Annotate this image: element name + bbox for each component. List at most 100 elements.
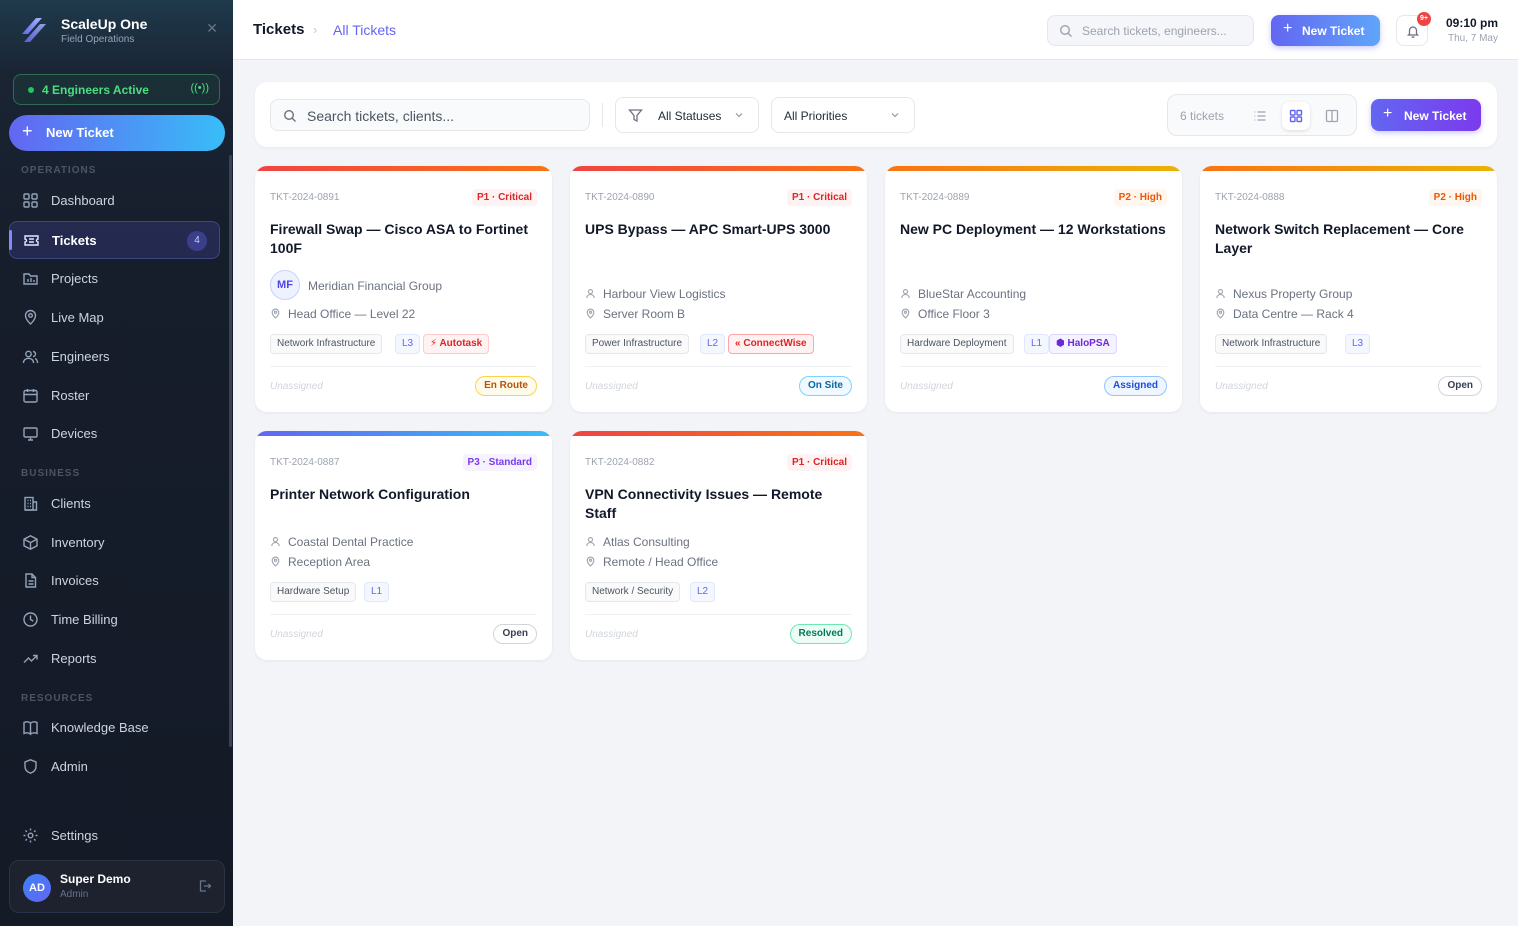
sidebar-item-live-map[interactable]: Live Map — [9, 299, 220, 337]
breadcrumb-current[interactable]: All Tickets — [333, 22, 397, 38]
ticket-location: Head Office — Level 22 — [288, 307, 416, 321]
logout-icon[interactable] — [198, 879, 212, 893]
psa-label: HaloPSA — [1067, 338, 1110, 349]
user-profile-card[interactable]: AD Super Demo Admin — [9, 860, 225, 913]
sidebar-item-label: Roster — [51, 388, 90, 403]
filter-icon — [628, 109, 643, 123]
global-search-input[interactable] — [1082, 22, 1247, 40]
filter-new-ticket-button[interactable]: + New Ticket — [1371, 99, 1481, 131]
user-role: Admin — [60, 889, 89, 900]
split-view-button[interactable] — [1318, 102, 1346, 130]
assignee: Unassigned — [585, 629, 638, 640]
sidebar-item-roster[interactable]: Roster — [9, 377, 220, 415]
brand[interactable]: ScaleUp One Field Operations ✕ — [18, 14, 218, 48]
sidebar-new-ticket-button[interactable]: + New Ticket — [9, 115, 225, 151]
sidebar-item-invoices[interactable]: Invoices — [9, 562, 220, 600]
sidebar-item-settings[interactable]: Settings — [9, 817, 220, 855]
sidebar-item-admin[interactable]: Admin — [9, 748, 220, 786]
psa-tag-autotask: ⚡ Autotask — [423, 334, 490, 354]
priority-badge: P2 · High — [1113, 189, 1167, 206]
ticket-id: TKT-2024-0888 — [1215, 192, 1285, 203]
header-new-ticket-button[interactable]: + New Ticket — [1271, 15, 1380, 46]
view-toggle-group: 6 tickets — [1167, 94, 1357, 136]
psa-label: Autotask — [439, 338, 483, 349]
sidebar-item-projects[interactable]: Projects — [9, 260, 220, 298]
ticket-location: Data Centre — Rack 4 — [1233, 307, 1354, 321]
sidebar-item-inventory[interactable]: Inventory — [9, 524, 220, 562]
hexagon-icon: ⬢ — [1056, 338, 1068, 349]
ticket-card[interactable]: TKT-2024-0888 P2 · High Network Switch R… — [1200, 166, 1497, 412]
sidebar-item-dashboard[interactable]: Dashboard — [9, 182, 220, 220]
sidebar-item-devices[interactable]: Devices — [9, 415, 220, 453]
sidebar-item-knowledge-base[interactable]: Knowledge Base — [9, 709, 220, 747]
divider — [1215, 366, 1482, 367]
breadcrumb-root[interactable]: Tickets — [253, 21, 305, 38]
plus-icon: + — [1383, 105, 1393, 122]
sidebar-item-label: Live Map — [51, 310, 104, 325]
sidebar-item-label: Settings — [51, 828, 98, 843]
ticket-card[interactable]: TKT-2024-0891 P1 · Critical Firewall Swa… — [255, 166, 552, 412]
sidebar-item-label: Engineers — [51, 349, 110, 364]
sidebar-item-label: Projects — [51, 271, 98, 286]
status-badge: En Route — [475, 376, 537, 396]
client-name: Harbour View Logistics — [603, 287, 726, 301]
ticket-title: VPN Connectivity Issues — Remote Staff — [585, 486, 823, 521]
category-tag: Network Infrastructure — [1215, 334, 1328, 354]
global-search[interactable] — [1047, 15, 1254, 46]
ticket-card[interactable]: TKT-2024-0887 P3 · Standard Printer Netw… — [255, 431, 552, 660]
status-badge: Assigned — [1103, 376, 1167, 396]
sidebar-item-clients[interactable]: Clients — [9, 485, 220, 523]
psa-tag-connectwise: « ConnectWise — [728, 334, 814, 354]
chevron-right-icon: › — [313, 22, 318, 37]
sidebar-item-label: Admin — [51, 759, 88, 774]
engineers-active-indicator[interactable]: 4 Engineers Active ((•)) — [13, 74, 220, 105]
ticket-title: New PC Deployment — 12 Workstations — [900, 221, 1166, 237]
ticket-card[interactable]: TKT-2024-0890 P1 · Critical UPS Bypass —… — [570, 166, 867, 412]
sidebar-item-tickets[interactable]: Tickets 4 — [9, 221, 220, 259]
status-filter-label: All Statuses — [658, 109, 722, 123]
sidebar-item-reports[interactable]: Reports — [9, 640, 220, 678]
ticket-location: Remote / Head Office — [603, 555, 719, 569]
user-icon — [586, 537, 595, 547]
status-filter-select[interactable]: All Statuses — [615, 97, 759, 133]
divider — [900, 366, 1167, 367]
psa-label: ConnectWise — [743, 338, 807, 349]
close-sidebar-icon[interactable]: ✕ — [206, 20, 218, 36]
ticket-title: Network Switch Replacement — Core Layer — [1215, 221, 1464, 256]
notifications-button[interactable]: 9+ — [1396, 12, 1431, 46]
shield-icon — [24, 759, 37, 774]
search-icon — [283, 109, 296, 122]
assignee: Unassigned — [1215, 381, 1268, 392]
ticket-title: UPS Bypass — APC Smart-UPS 3000 — [585, 221, 831, 237]
map-pin-icon — [271, 308, 280, 319]
priority-color-bar — [255, 166, 552, 171]
ticket-card[interactable]: TKT-2024-0889 P2 · High New PC Deploymen… — [885, 166, 1182, 412]
sidebar-item-engineers[interactable]: Engineers — [9, 338, 220, 376]
ticket-search-input[interactable] — [307, 107, 577, 125]
status-badge: On Site — [798, 376, 852, 396]
lightning-icon: ⚡ — [430, 338, 440, 349]
map-pin-icon — [586, 556, 595, 567]
chevron-down-icon — [735, 113, 743, 118]
ticket-search[interactable] — [270, 99, 590, 131]
grid-view-button[interactable] — [1282, 102, 1310, 130]
map-pin-icon — [586, 308, 595, 319]
priority-filter-select[interactable]: All Priorities — [771, 97, 915, 133]
status-badge: Resolved — [789, 624, 852, 644]
assignee: Unassigned — [270, 381, 323, 392]
clock-date: Thu, 7 May — [1447, 33, 1498, 44]
folder-icon — [23, 273, 38, 285]
sidebar-item-label: Devices — [51, 426, 98, 441]
brand-logo-icon — [22, 18, 46, 42]
level-tag: L1 — [1024, 334, 1050, 354]
sidebar-item-time-billing[interactable]: Time Billing — [9, 601, 220, 639]
ticket-location: Reception Area — [288, 555, 371, 569]
ticket-card[interactable]: TKT-2024-0882 P1 · Critical VPN Connecti… — [570, 431, 867, 660]
ticket-id: TKT-2024-0889 — [900, 192, 970, 203]
priority-badge: P1 · Critical — [786, 454, 852, 471]
sidebar-scrollbar[interactable] — [229, 155, 232, 747]
top-bar: Tickets › All Tickets + New Ticket 9+ 09… — [233, 0, 1518, 60]
divider — [585, 366, 852, 367]
list-view-button[interactable] — [1246, 102, 1274, 130]
priority-badge: P2 · High — [1428, 189, 1482, 206]
